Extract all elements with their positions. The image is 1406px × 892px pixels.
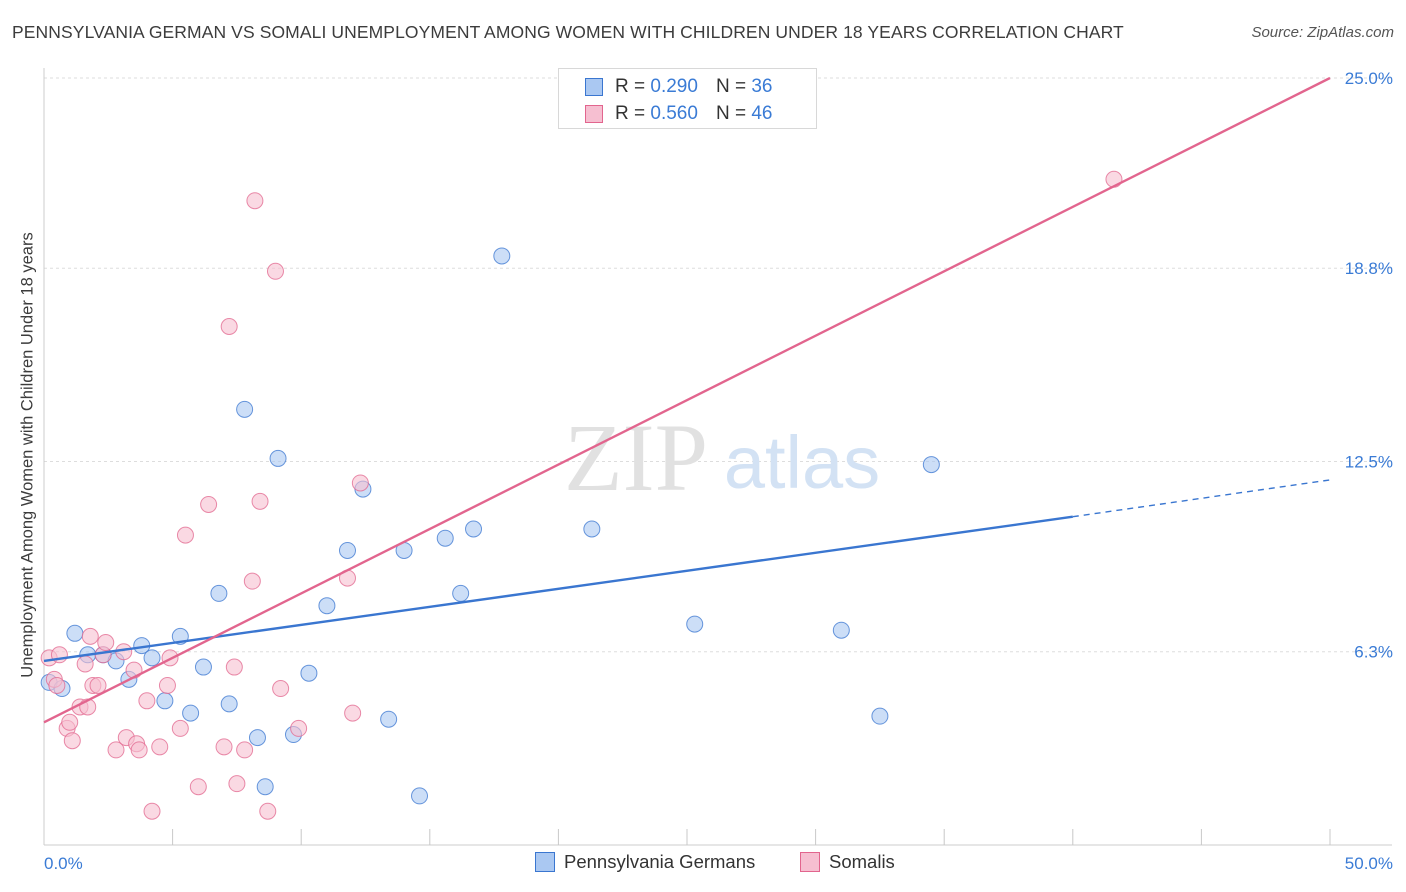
data-point bbox=[228, 775, 246, 793]
trend-line-0 bbox=[43, 515, 1073, 663]
data-point bbox=[130, 741, 148, 759]
legend-r-value: 0.290 bbox=[650, 76, 698, 97]
data-point bbox=[583, 520, 601, 538]
x-tick-label: 50.0% bbox=[1345, 854, 1393, 873]
data-point bbox=[300, 664, 318, 682]
tick-labels: 6.3% 12.5% 18.8% 25.0% 0.0% 50.0% bbox=[44, 69, 1393, 873]
data-point bbox=[210, 584, 228, 602]
data-points bbox=[40, 170, 1123, 820]
data-point bbox=[411, 787, 429, 805]
legend-swatch-pink bbox=[585, 105, 603, 123]
data-point bbox=[436, 529, 454, 547]
data-point bbox=[259, 802, 277, 820]
axes bbox=[43, 68, 1392, 846]
y-tick-label: 12.5% bbox=[1345, 453, 1393, 472]
trend-lines bbox=[43, 76, 1331, 724]
data-point bbox=[269, 449, 287, 467]
data-point bbox=[243, 572, 261, 590]
data-point bbox=[686, 615, 704, 633]
data-point bbox=[351, 474, 369, 492]
series-points-0 bbox=[40, 247, 940, 805]
data-point bbox=[200, 495, 218, 513]
legend-n-label: N = bbox=[715, 103, 747, 124]
legend-row-somalis: R = 0.560 N = 46 bbox=[585, 102, 772, 126]
data-point bbox=[1105, 170, 1123, 188]
data-point bbox=[143, 802, 161, 820]
data-point bbox=[138, 692, 156, 710]
data-point bbox=[248, 729, 266, 747]
data-point bbox=[220, 695, 238, 713]
data-point bbox=[465, 520, 483, 538]
legend-n-value: 36 bbox=[751, 76, 773, 97]
legend-r-label: R = bbox=[615, 76, 646, 97]
data-point bbox=[220, 318, 238, 336]
data-point bbox=[380, 710, 398, 728]
y-tick-label: 25.0% bbox=[1345, 69, 1393, 88]
y-tick-label: 6.3% bbox=[1354, 643, 1393, 662]
data-point bbox=[452, 584, 470, 602]
data-point bbox=[171, 719, 189, 737]
data-point bbox=[89, 676, 107, 694]
series-legend-somalis: Somalis bbox=[800, 851, 895, 873]
data-point bbox=[97, 634, 115, 652]
data-point bbox=[871, 707, 889, 725]
data-point bbox=[66, 624, 84, 642]
watermark: ZIP atlas bbox=[564, 404, 880, 511]
data-point bbox=[493, 247, 511, 265]
data-point bbox=[194, 658, 212, 676]
chart-title: PENNSYLVANIA GERMAN VS SOMALI UNEMPLOYME… bbox=[12, 22, 1124, 42]
data-point bbox=[832, 621, 850, 639]
data-point bbox=[338, 541, 356, 559]
stats-legend: R = 0.290 N = 36 R = 0.560 N = 46 bbox=[558, 68, 817, 129]
data-point bbox=[158, 676, 176, 694]
legend-r-label: R = bbox=[615, 103, 646, 124]
data-point bbox=[266, 262, 284, 280]
data-point bbox=[48, 676, 66, 694]
data-point bbox=[236, 400, 254, 418]
series-points-1 bbox=[40, 170, 1123, 820]
legend-n-label: N = bbox=[715, 76, 747, 97]
watermark-zip: ZIP bbox=[564, 404, 708, 511]
trend-line-extension-0 bbox=[1072, 479, 1331, 518]
data-point bbox=[182, 704, 200, 722]
y-tick-label: 18.8% bbox=[1345, 259, 1393, 278]
series-legend-pennsylvania-germans: Pennsylvania Germans bbox=[535, 851, 755, 873]
data-point bbox=[225, 658, 243, 676]
data-point bbox=[189, 778, 207, 796]
data-point bbox=[81, 627, 99, 645]
data-point bbox=[344, 704, 362, 722]
legend-swatch-blue bbox=[535, 852, 555, 872]
watermark-atlas: atlas bbox=[724, 421, 880, 504]
data-point bbox=[256, 778, 274, 796]
data-point bbox=[318, 597, 336, 615]
data-point bbox=[176, 526, 194, 544]
data-point bbox=[76, 655, 94, 673]
data-point bbox=[251, 492, 269, 510]
data-point bbox=[156, 692, 174, 710]
legend-swatch-pink bbox=[800, 852, 820, 872]
legend-swatch-blue bbox=[585, 78, 603, 96]
data-point bbox=[246, 192, 264, 210]
data-point bbox=[151, 738, 169, 756]
legend-row-pennsylvania-germans: R = 0.290 N = 36 bbox=[585, 75, 772, 99]
data-point bbox=[215, 738, 233, 756]
trend-line-1 bbox=[43, 76, 1331, 724]
data-point bbox=[107, 741, 125, 759]
data-point bbox=[63, 732, 81, 750]
data-point bbox=[290, 719, 308, 737]
series-name: Somalis bbox=[829, 851, 895, 872]
data-point bbox=[125, 661, 143, 679]
series-name: Pennsylvania Germans bbox=[564, 851, 756, 872]
data-point bbox=[922, 456, 940, 474]
data-point bbox=[61, 713, 79, 731]
x-tick-label: 0.0% bbox=[44, 854, 83, 873]
source-label: Source: ZipAtlas.com bbox=[1251, 24, 1394, 41]
data-point bbox=[143, 649, 161, 667]
data-point bbox=[272, 680, 290, 698]
data-point bbox=[236, 741, 254, 759]
legend-r-value: 0.560 bbox=[650, 103, 698, 124]
legend-n-value: 46 bbox=[751, 103, 773, 124]
